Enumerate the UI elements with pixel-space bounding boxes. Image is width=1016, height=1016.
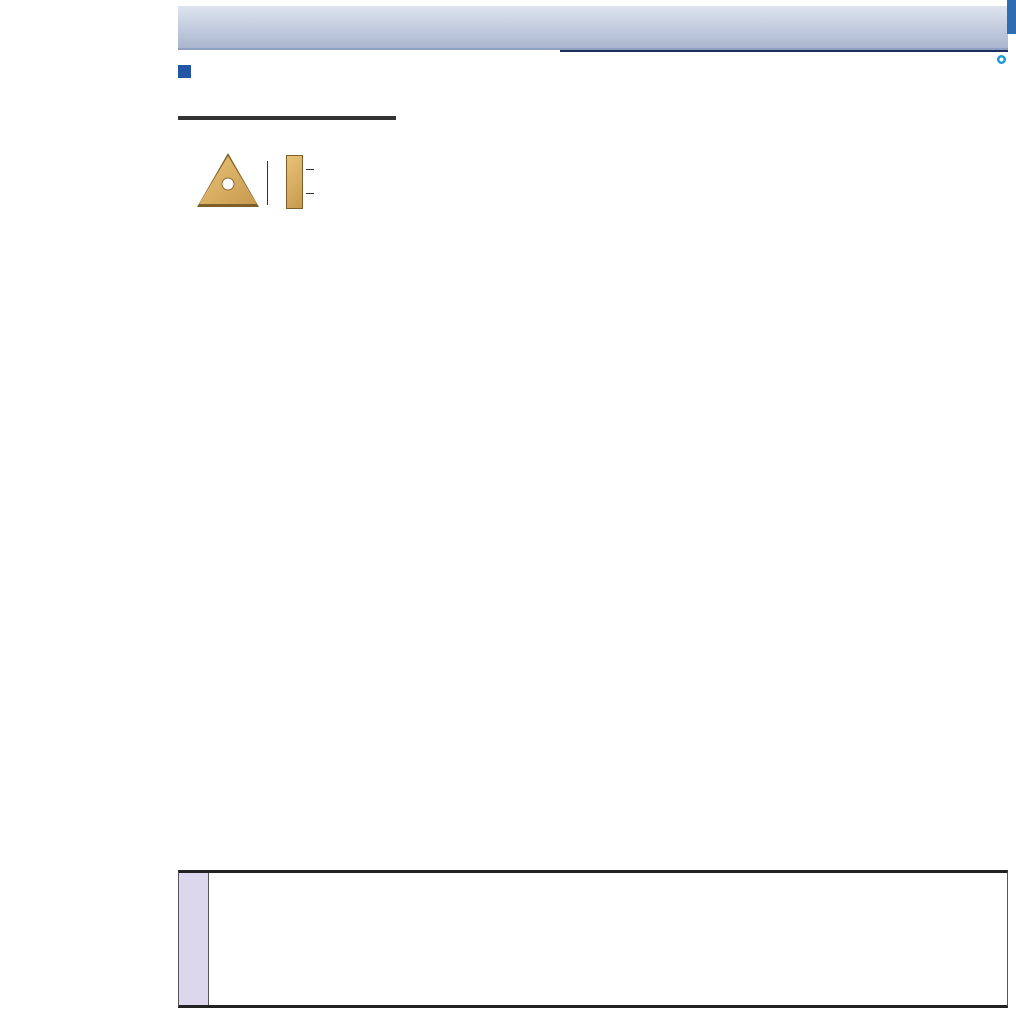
grade-header: [179, 118, 395, 119]
see-page-icon: [997, 55, 1006, 64]
page-edge-tab: [1007, 0, 1016, 34]
howto-note: [995, 54, 1008, 66]
insert-front-view: [197, 153, 259, 207]
header-rule: [560, 50, 1008, 52]
section-title: [178, 64, 197, 82]
panel-side-strip: [179, 873, 209, 1005]
material-matrix: [179, 117, 395, 209]
spec-table-large: [659, 56, 841, 57]
section-square-icon: [178, 65, 191, 78]
grade-selection-table: [178, 116, 396, 209]
chipbreaker-range-panel: [178, 870, 1008, 1008]
insert-side-view: [286, 155, 303, 209]
chart-sections: [209, 873, 1007, 1005]
spec-table-small: [487, 64, 655, 65]
header-bar: [178, 6, 1008, 50]
